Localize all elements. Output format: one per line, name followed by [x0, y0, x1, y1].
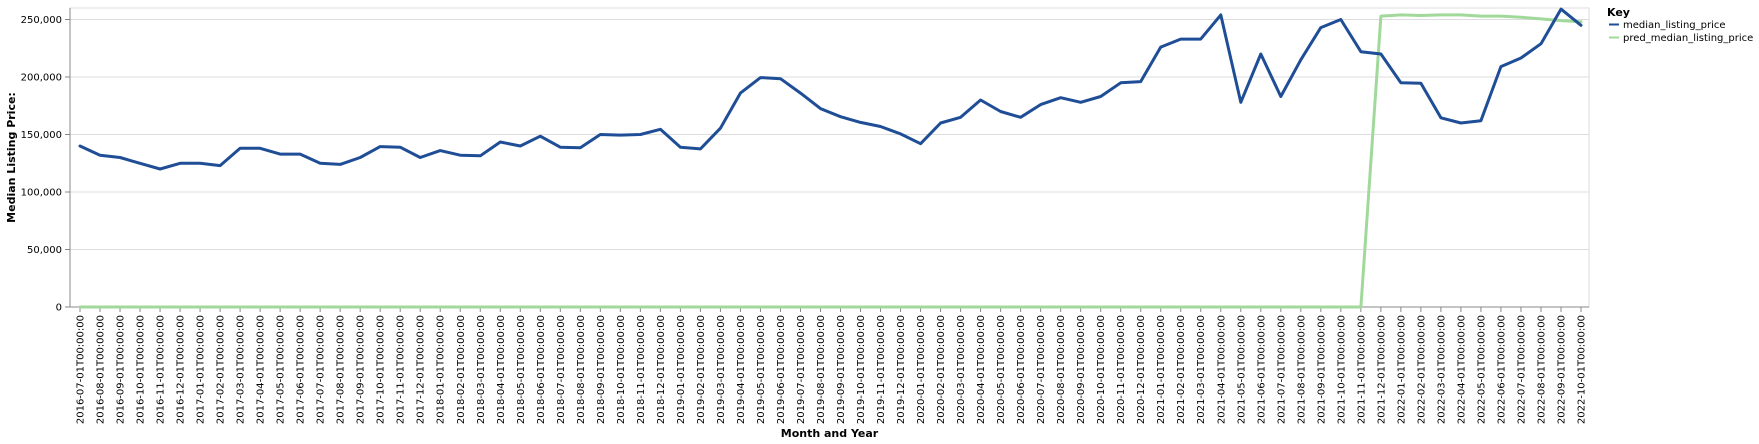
legend: Key median_listing_price pred_median_list… [1607, 6, 1753, 44]
x-tick-label: 2019-04-01T00:00:00 [736, 315, 747, 424]
x-tick-label: 2019-11-01T00:00:00 [876, 315, 887, 424]
x-tick-label: 2018-05-01T00:00:00 [516, 315, 527, 424]
x-tick-label: 2019-05-01T00:00:00 [756, 315, 767, 424]
x-tick-label: 2019-02-01T00:00:00 [696, 315, 707, 424]
y-axis: 0 50,000 100,000 150,000 200,000 250,000 [21, 8, 71, 314]
y-tick-label: 0 [56, 303, 62, 314]
x-tick-label: 2019-01-01T00:00:00 [676, 315, 687, 424]
x-tick-label: 2022-10-01T00:00:00 [1577, 315, 1588, 424]
x-tick-label: 2017-08-01T00:00:00 [336, 315, 347, 424]
x-tick-label: 2022-05-01T00:00:00 [1476, 315, 1487, 424]
x-tick-label: 2021-01-01T00:00:00 [1156, 315, 1167, 424]
x-tick-label: 2020-11-01T00:00:00 [1116, 315, 1127, 424]
x-tick-label: 2017-03-01T00:00:00 [236, 315, 247, 424]
x-tick-label: 2017-12-01T00:00:00 [416, 315, 427, 424]
x-tick-label: 2021-02-01T00:00:00 [1176, 315, 1187, 424]
x-tick-label: 2022-06-01T00:00:00 [1496, 315, 1507, 424]
x-tick-label: 2019-08-01T00:00:00 [816, 315, 827, 424]
x-tick-label: 2018-03-01T00:00:00 [476, 315, 487, 424]
x-tick-label: 2020-09-01T00:00:00 [1076, 315, 1087, 424]
x-tick-label: 2020-06-01T00:00:00 [1016, 315, 1027, 424]
x-tick-label: 2020-05-01T00:00:00 [996, 315, 1007, 424]
x-axis: 2016-07-01T00:00:00 2016-08-01T00:00:00 20… [70, 306, 1589, 424]
x-tick-label: 2017-07-01T00:00:00 [316, 315, 327, 424]
x-tick-label: 2018-02-01T00:00:00 [456, 315, 467, 424]
x-tick-label: 2020-01-01T00:00:00 [916, 315, 927, 424]
x-tick-label: 2018-01-01T00:00:00 [436, 315, 447, 424]
y-tick-label: 150,000 [21, 130, 62, 141]
x-tick-label: 2016-10-01T00:00:00 [136, 315, 147, 424]
x-tick-label: 2020-08-01T00:00:00 [1056, 315, 1067, 424]
x-tick-label: 2019-12-01T00:00:00 [896, 315, 907, 424]
y-axis-title: Median Listing Price: [5, 92, 18, 223]
x-tick-label: 2021-10-01T00:00:00 [1336, 315, 1347, 424]
legend-label: median_listing_price [1623, 20, 1726, 31]
x-tick-label: 2019-07-01T00:00:00 [796, 315, 807, 424]
series-line-median-listing-price [78, 7, 1583, 171]
x-tick-label: 2019-10-01T00:00:00 [856, 315, 867, 424]
x-tick-label: 2017-01-01T00:00:00 [196, 315, 207, 424]
x-tick-label: 2017-02-01T00:00:00 [216, 315, 227, 424]
y-tick-label: 200,000 [21, 73, 62, 84]
x-axis-title: Month and Year [781, 427, 879, 440]
x-tick-label: 2017-09-01T00:00:00 [356, 315, 367, 424]
x-tick-label: 2021-11-01T00:00:00 [1356, 315, 1367, 424]
y-tick-label: 50,000 [27, 245, 62, 256]
x-tick-label: 2018-04-01T00:00:00 [496, 315, 507, 424]
x-tick-label: 2022-04-01T00:00:00 [1456, 315, 1467, 424]
y-tick-label: 250,000 [21, 15, 62, 26]
x-tick-label: 2017-06-01T00:00:00 [296, 315, 307, 424]
x-tick-label: 2016-08-01T00:00:00 [96, 315, 107, 424]
x-tick-label: 2016-11-01T00:00:00 [156, 315, 167, 424]
x-tick-label: 2021-06-01T00:00:00 [1256, 315, 1267, 424]
y-tick-label: 100,000 [21, 188, 62, 199]
x-tick-label: 2016-07-01T00:00:00 [76, 315, 87, 424]
x-tick-label: 2022-07-01T00:00:00 [1516, 315, 1527, 424]
x-tick-label: 2018-06-01T00:00:00 [536, 315, 547, 424]
x-tick-label: 2020-04-01T00:00:00 [976, 315, 987, 424]
x-tick-label: 2018-09-01T00:00:00 [596, 315, 607, 424]
x-tick-label: 2022-01-01T00:00:00 [1396, 315, 1407, 424]
x-tick-label: 2017-05-01T00:00:00 [276, 315, 287, 424]
x-tick-label: 2021-05-01T00:00:00 [1236, 315, 1247, 424]
x-tick-label: 2020-03-01T00:00:00 [956, 315, 967, 424]
series-lines [78, 7, 1583, 309]
legend-title: Key [1607, 6, 1630, 19]
x-tick-label: 2021-08-01T00:00:00 [1296, 315, 1307, 424]
x-tick-label: 2016-12-01T00:00:00 [176, 315, 187, 424]
x-tick-label: 2020-02-01T00:00:00 [936, 315, 947, 424]
x-tick-label: 2022-03-01T00:00:00 [1436, 315, 1447, 424]
x-tick-label: 2021-12-01T00:00:00 [1376, 315, 1387, 424]
x-tick-label: 2021-07-01T00:00:00 [1276, 315, 1287, 424]
x-tick-label: 2018-10-01T00:00:00 [616, 315, 627, 424]
x-tick-label: 2021-04-01T00:00:00 [1216, 315, 1227, 424]
legend-label: pred_median_listing_price [1623, 33, 1753, 44]
x-tick-label: 2022-02-01T00:00:00 [1416, 315, 1427, 424]
x-tick-label: 2019-06-01T00:00:00 [776, 315, 787, 424]
x-tick-label: 2018-12-01T00:00:00 [656, 315, 667, 424]
x-tick-label: 2018-07-01T00:00:00 [556, 315, 567, 424]
x-tick-label: 2021-03-01T00:00:00 [1196, 315, 1207, 424]
x-tick-label: 2020-10-01T00:00:00 [1096, 315, 1107, 424]
x-tick-label: 2020-07-01T00:00:00 [1036, 315, 1047, 424]
x-tick-label: 2018-11-01T00:00:00 [636, 315, 647, 424]
x-tick-label: 2022-08-01T00:00:00 [1536, 315, 1547, 424]
x-tick-label: 2022-09-01T00:00:00 [1556, 315, 1567, 424]
plot-background [69, 7, 1590, 308]
x-tick-label: 2017-11-01T00:00:00 [396, 315, 407, 424]
x-tick-label: 2020-12-01T00:00:00 [1136, 315, 1147, 424]
x-tick-label: 2016-09-01T00:00:00 [116, 315, 127, 424]
x-tick-label: 2018-08-01T00:00:00 [576, 315, 587, 424]
x-tick-label: 2021-09-01T00:00:00 [1316, 315, 1327, 424]
x-tick-label: 2017-04-01T00:00:00 [256, 315, 267, 424]
x-tick-label: 2017-10-01T00:00:00 [376, 315, 387, 424]
x-tick-label: 2019-03-01T00:00:00 [716, 315, 727, 424]
x-tick-label: 2019-09-01T00:00:00 [836, 315, 847, 424]
series-line-pred-median-listing-price [78, 13, 1583, 309]
